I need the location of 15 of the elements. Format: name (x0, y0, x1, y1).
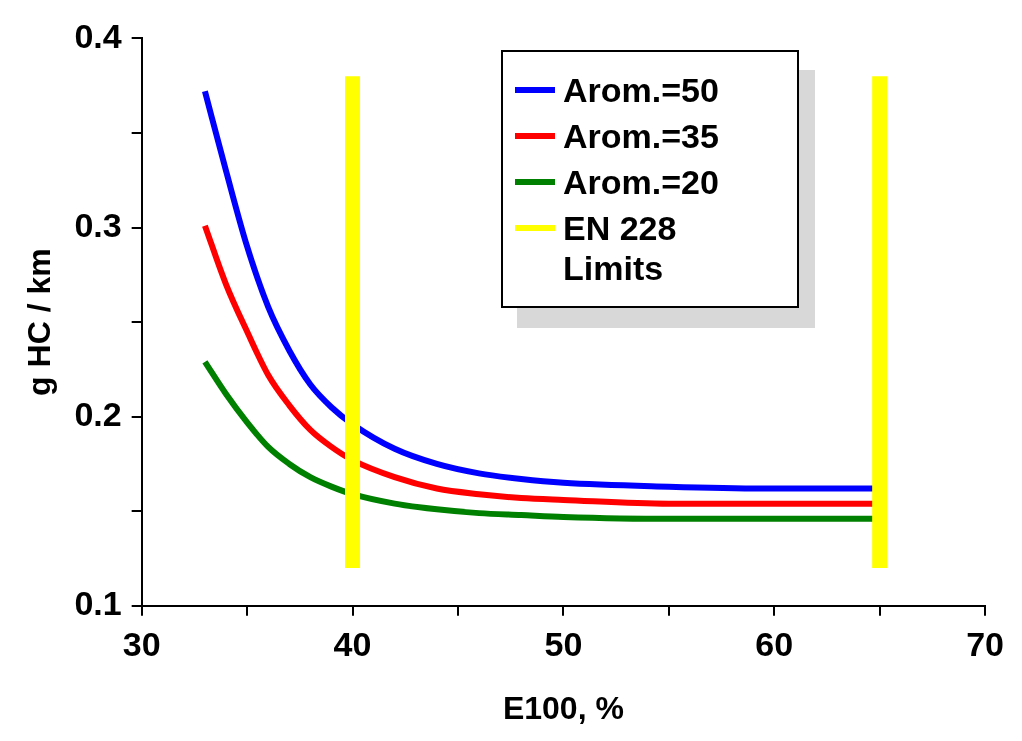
legend-label: Arom.=20 (563, 162, 720, 202)
x-tick-label: 70 (966, 624, 1004, 663)
x-tick-label: 50 (544, 624, 583, 663)
legend-label: Arom.=50 (563, 70, 720, 110)
legend-label: Arom.=35 (563, 116, 720, 156)
y-tick-label: 0.3 (74, 205, 122, 244)
legend-label: EN 228 Limits (563, 208, 678, 288)
y-axis-title: g HC / km (21, 248, 58, 396)
x-tick-label: 30 (122, 624, 161, 663)
x-axis-title: E100, % (502, 689, 624, 726)
y-tick-label: 0.4 (74, 16, 122, 55)
y-tick-label: 0.1 (74, 584, 122, 623)
x-tick-label: 40 (333, 624, 372, 663)
x-tick-label: 60 (755, 624, 794, 663)
y-tick-label: 0.2 (74, 395, 122, 434)
